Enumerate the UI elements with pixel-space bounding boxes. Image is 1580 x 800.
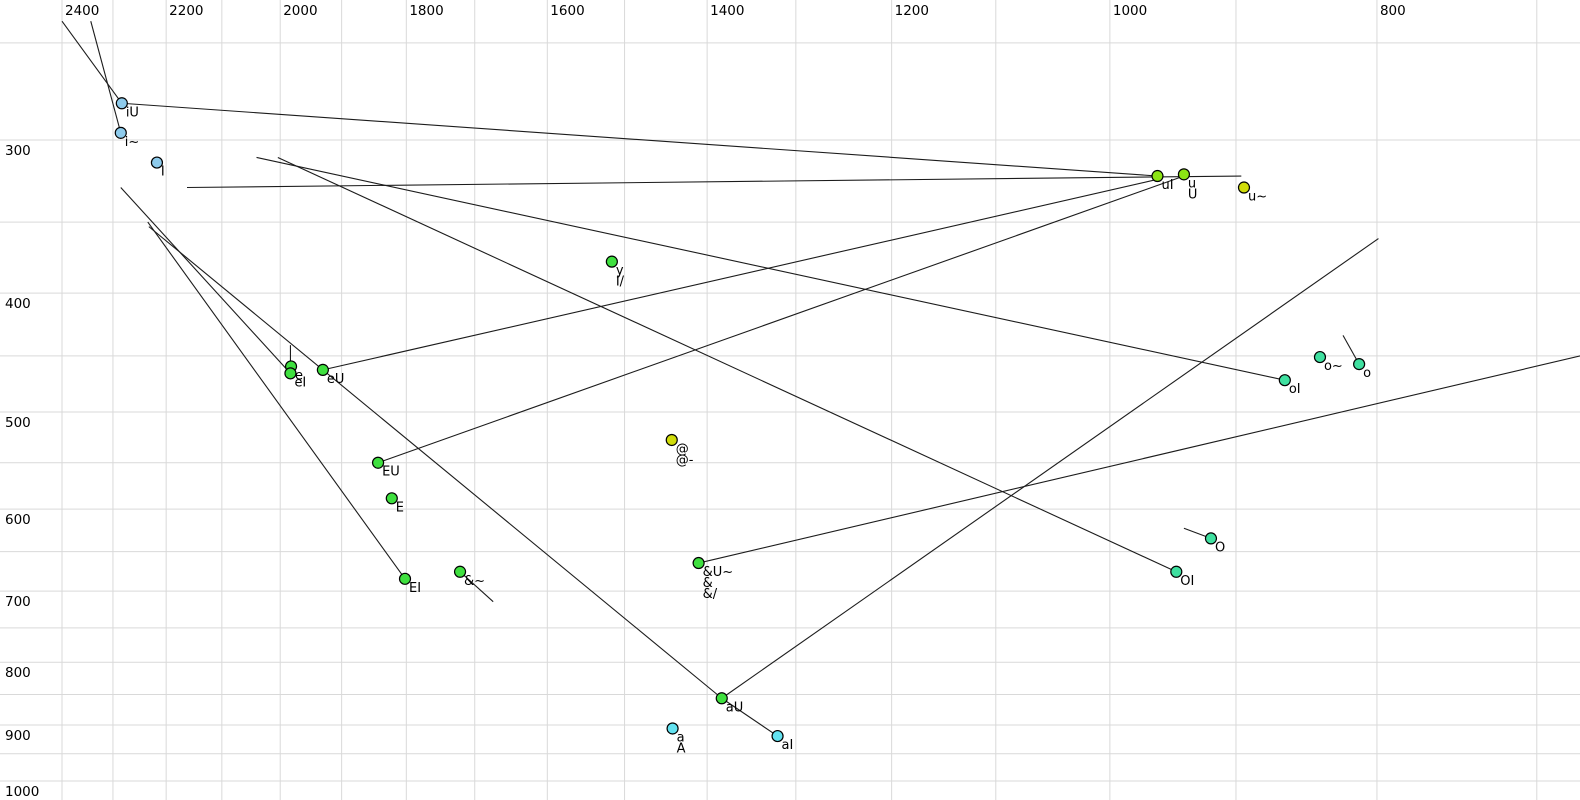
vowel-point-u~[interactable] [1237,181,1251,194]
trajectory-EU-to-u [377,175,1185,464]
x-tick-label-1000: 1000 [1113,3,1147,19]
vowel-point-eU[interactable] [316,363,329,377]
trajectory-&U~-upglide [698,355,1580,564]
vowel-label-I/: I/ [616,275,625,290]
vowel-label-U: U [1188,187,1198,202]
vowel-label-oI: oI [1289,382,1301,397]
vowel-point-y[interactable] [605,255,618,268]
vowel-label-aU: aU [726,700,743,715]
vowel-label-EU: EU [382,465,400,480]
vowel-label-iU: iU [126,105,139,120]
vowel-point-EI[interactable] [398,572,412,585]
vowel-label-&~: &~ [464,574,485,589]
vowel-point-aU[interactable] [715,692,728,705]
vowel-label-eI: eI [294,375,306,390]
x-tick-label-1200: 1200 [895,3,929,19]
vowel-label-O: O [1215,540,1225,555]
trajectory-front-to-u [186,175,1242,189]
vowel-labels: iU i~ IuI uU u~ yI/eeI eU o~ o oI @@- EU E O OI EI &~ &U~… [125,105,1371,756]
vowel-point-uI[interactable] [1151,169,1164,183]
x-tick-label-2400: 2400 [65,3,99,19]
vowel-label-OI: OI [1180,574,1194,589]
x-tick-label-800: 800 [1380,3,1406,19]
vowel-point-oI[interactable] [1278,374,1291,387]
trajectory-front-to-oI [256,156,1285,381]
vowel-point-eI[interactable] [284,367,297,380]
vowel-label-o: o [1363,366,1371,381]
vowel-label-&U~: &U~ [703,565,734,580]
vowel-label-u: u [1188,176,1196,191]
trajectory-front-to-eI [120,187,291,374]
y-tick-label-500: 500 [5,415,31,431]
axis-tick-labels: 2400 2200 2000 1800 1600 1400 1200 1000 800 300 40… [5,3,1406,800]
y-tick-label-800: 800 [5,665,31,681]
vowel-label-y: y [616,264,624,279]
trajectory-aU-upglide [721,238,1379,699]
vowel-point-I[interactable] [150,156,164,169]
x-tick-label-1400: 1400 [710,3,744,19]
vowel-label-i~: i~ [125,135,140,150]
trajectory-onglide-to-iU [61,20,123,104]
y-tick-label-600: 600 [5,512,31,528]
x-tick-label-2000: 2000 [283,3,317,19]
vowel-point-aI[interactable] [771,729,784,743]
vowel-label-A: A [677,741,686,756]
vowel-points [114,97,1366,743]
trajectory-lines [61,20,1580,737]
vowel-point-o[interactable] [1353,358,1366,371]
trajectory-front-to-EI [147,221,406,580]
vowel-label-@: @ [676,442,689,457]
vowel-point-&~[interactable] [453,565,467,578]
vowel-point-@[interactable] [665,433,678,447]
vowel-label-I: I [161,165,165,180]
trajectory-onglide-to-i~ [90,21,122,133]
trajectory-front-to-OI [277,156,1177,573]
y-tick-label-300: 300 [5,143,31,159]
vowel-label-uI: uI [1161,178,1173,193]
vowel-label-@-: @- [676,453,694,468]
vowel-point-E[interactable] [385,492,398,505]
y-tick-label-400: 400 [5,296,31,312]
vowel-label-eU: eU [327,372,345,387]
vowel-point-OI[interactable] [1170,565,1183,578]
vowel-label-o~: o~ [1324,359,1343,374]
y-tick-label-1000: 1000 [5,784,39,800]
vowel-point-&U~[interactable] [692,556,705,570]
vowel-point-u[interactable] [1177,168,1191,181]
x-gridlines [61,0,1538,800]
x-tick-label-1600: 1600 [550,3,584,19]
y-tick-label-700: 700 [5,594,31,610]
x-tick-label-2200: 2200 [169,3,203,19]
vowel-point-i~[interactable] [114,126,127,139]
vowel-point-O[interactable] [1204,532,1218,545]
vowel-label-u~: u~ [1248,190,1267,205]
vowel-point-EU[interactable] [371,456,385,469]
vowel-point-iU[interactable] [115,97,128,110]
y-tick-label-900: 900 [5,728,31,744]
vowel-label-&/: &/ [703,587,718,602]
vowel-label-EI: EI [409,581,421,596]
trajectory-eU-to-uI [322,178,1158,371]
vowel-point-a[interactable] [666,722,679,735]
vowel-label-e: e [295,368,303,383]
trajectory-&~-offglide [459,571,494,603]
trajectory-aU-to-aI [721,697,778,737]
vowel-label-aI: aI [782,738,794,753]
trajectory-iU-to-uI [121,102,1158,177]
x-tick-label-1800: 1800 [409,3,443,19]
vowel-point-o~[interactable] [1313,350,1327,364]
vowel-label-&: & [703,576,713,591]
vowel-label-a: a [677,730,685,745]
vowel-label-E: E [396,500,404,515]
trajectory-front-to-aU [148,226,723,699]
